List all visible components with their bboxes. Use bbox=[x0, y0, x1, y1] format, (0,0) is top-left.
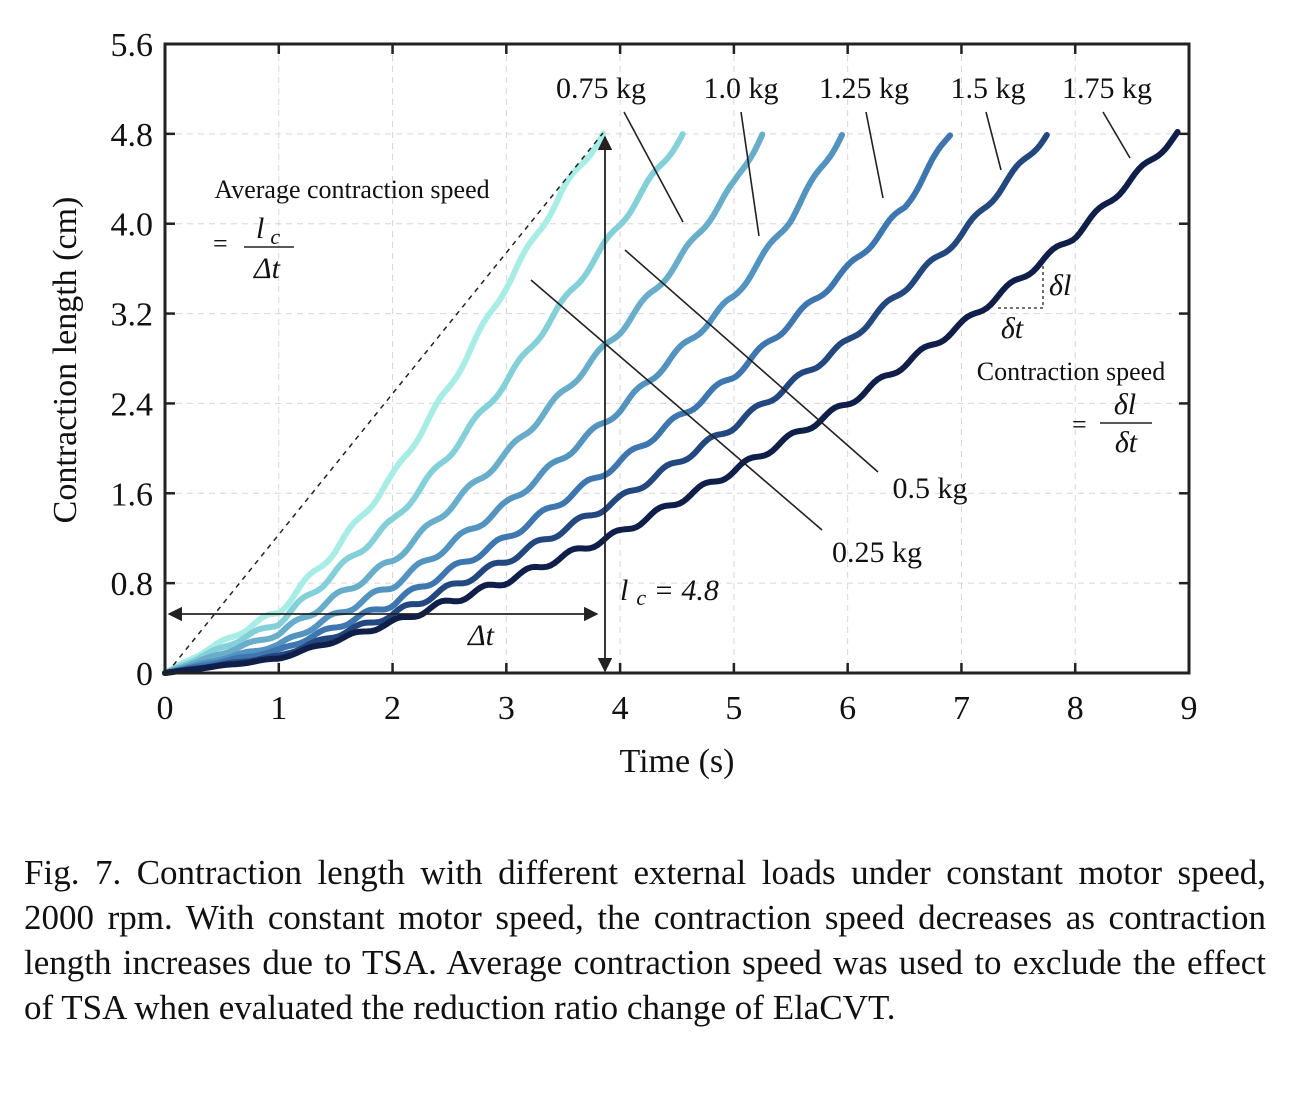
axis-ticks: 0 1 2 3 4 5 6 7 8 9 0 0.8 1.6 2.4 3.2 4.0 4.8 5.6 bbox=[111, 27, 1198, 727]
leader-1.0kg bbox=[740, 111, 760, 237]
series-label-0.5kg: 0.5 kg bbox=[893, 472, 968, 505]
x-tick-label: 5 bbox=[725, 690, 742, 727]
x-tick-label: 9 bbox=[1181, 690, 1198, 727]
contraction-speed-numerator: δl bbox=[1114, 388, 1136, 421]
leader-0.75kg bbox=[623, 111, 684, 223]
figure-caption: Fig. 7. Contraction length with differen… bbox=[24, 853, 1266, 1027]
average-speed-title: Average contraction speed bbox=[214, 175, 489, 204]
series-label-1.25kg: 1.25 kg bbox=[819, 72, 909, 105]
average-speed-equals: = bbox=[213, 229, 228, 258]
slope-triangle bbox=[998, 262, 1044, 309]
x-tick-label: 0 bbox=[157, 690, 174, 727]
contraction-speed-equals: = bbox=[1072, 410, 1087, 439]
series-line-1.75kg bbox=[162, 129, 1181, 676]
avg-num-l: l bbox=[256, 212, 264, 245]
x-tick-label: 4 bbox=[612, 690, 629, 727]
x-tick-label: 7 bbox=[953, 690, 970, 727]
y-tick-label: 0 bbox=[136, 656, 153, 693]
series-line-0.25kg bbox=[162, 130, 606, 676]
series-label-0.75kg: 0.75 kg bbox=[556, 72, 646, 105]
y-tick-label: 0.8 bbox=[111, 566, 154, 603]
leader-0.25kg bbox=[530, 279, 823, 531]
y-tick-label: 4.8 bbox=[111, 117, 154, 154]
slope-dl-label: δl bbox=[1049, 269, 1071, 302]
y-tick-label: 5.6 bbox=[111, 27, 154, 64]
leader-1.25kg bbox=[865, 111, 884, 199]
lc-value-l: l bbox=[620, 574, 628, 607]
series-label-1.75kg: 1.75 kg bbox=[1062, 72, 1152, 105]
series-line-0.5kg bbox=[162, 131, 686, 676]
contraction-speed-denominator: δt bbox=[1115, 426, 1138, 459]
average-speed-denominator: Δt bbox=[253, 252, 281, 285]
leader-1.5kg bbox=[985, 111, 1002, 171]
series-line-1.0kg bbox=[162, 131, 845, 676]
lc-value-sub: c bbox=[636, 585, 646, 610]
leader-lines bbox=[530, 111, 1131, 531]
series-lines bbox=[162, 129, 1181, 676]
x-axis-label: Time (s) bbox=[620, 743, 735, 780]
x-tick-label: 3 bbox=[498, 690, 515, 727]
x-tick-label: 2 bbox=[384, 690, 401, 727]
series-label-1.5kg: 1.5 kg bbox=[951, 72, 1026, 105]
x-tick-label: 1 bbox=[270, 690, 287, 727]
delta-t-label: Δt bbox=[467, 619, 495, 652]
y-tick-label: 3.2 bbox=[111, 297, 154, 334]
y-tick-label: 4.0 bbox=[111, 207, 154, 244]
x-tick-label: 6 bbox=[839, 690, 856, 727]
series-label-1.0kg: 1.0 kg bbox=[704, 72, 779, 105]
plot-frame bbox=[163, 42, 1191, 675]
y-axis-label: Contraction length (cm) bbox=[47, 197, 84, 524]
y-tick-label: 1.6 bbox=[111, 476, 154, 513]
series-line-1.25kg bbox=[162, 132, 954, 676]
y-tick-label: 2.4 bbox=[111, 386, 154, 423]
grid-lines bbox=[165, 44, 1189, 673]
contraction-speed-title: Contraction speed bbox=[977, 357, 1165, 386]
slope-dt-label: δt bbox=[1001, 312, 1024, 345]
contraction-length-chart: 0 1 2 3 4 5 6 7 8 9 0 0.8 1.6 2.4 3.2 4.0 4.8 5.6 Time (s… bbox=[47, 27, 1198, 780]
leader-0.5kg bbox=[624, 249, 879, 473]
lc-value-rest: = 4.8 bbox=[646, 574, 719, 607]
x-tick-label: 8 bbox=[1067, 690, 1084, 727]
series-label-0.25kg: 0.25 kg bbox=[832, 536, 922, 569]
leader-1.75kg bbox=[1102, 111, 1131, 159]
avg-num-sub: c bbox=[270, 224, 280, 249]
